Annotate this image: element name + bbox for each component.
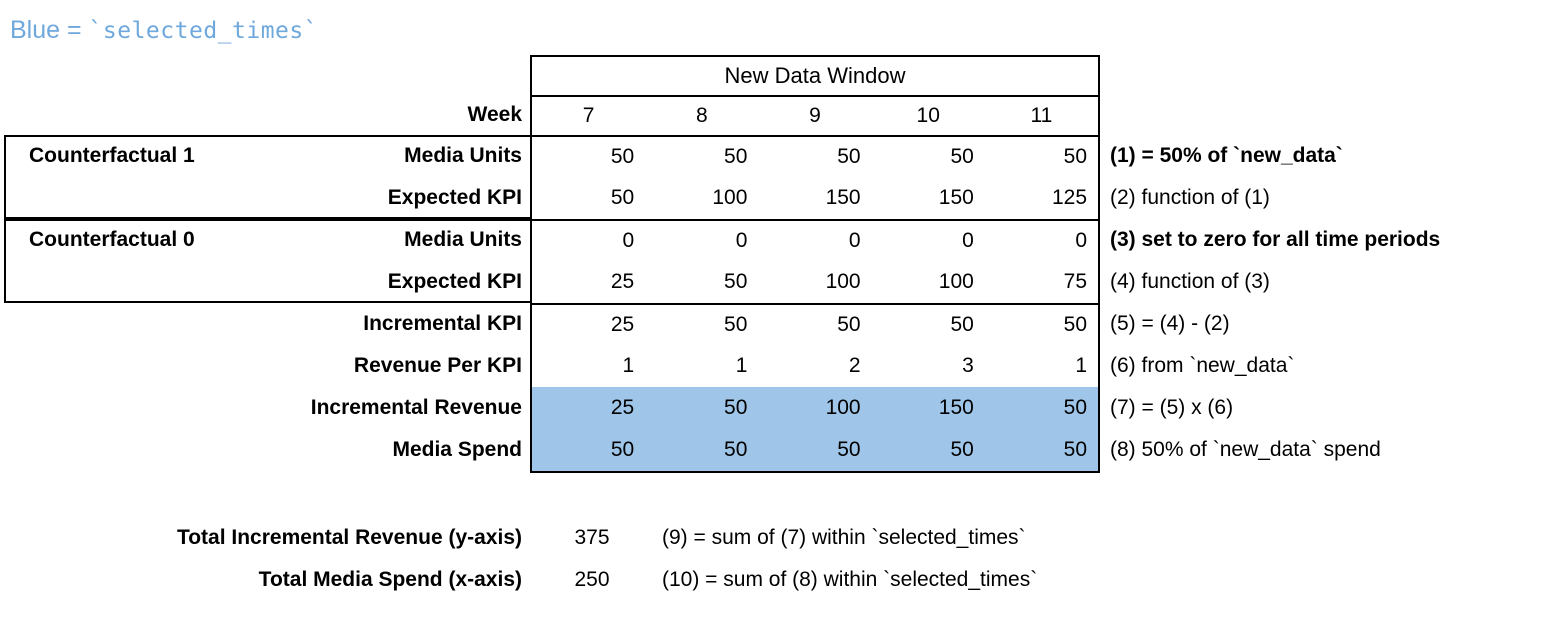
table-cell: 0 [1075, 229, 1088, 252]
table-cell: 100 [712, 186, 748, 209]
table-cell-highlighted: 50 [837, 438, 861, 461]
table-cell: 50 [1063, 313, 1088, 336]
total-incremental-revenue-label: Total Incremental Revenue (y-axis) [176, 526, 522, 549]
table-cell: 2 [848, 354, 861, 377]
week-column-header: 10 [916, 104, 940, 127]
row-label-cf0-media-units: Media Units [404, 228, 522, 251]
table-row-revenue-per-kpi: 1 1 2 3 1 [532, 345, 1098, 387]
row-label-week: Week [467, 103, 522, 126]
table-cell: 0 [735, 229, 748, 252]
table-cell: 50 [724, 145, 748, 168]
table-row-incremental-kpi: 25 50 50 50 50 [532, 303, 1098, 345]
table-cell-highlighted: 50 [724, 396, 748, 419]
highlight-legend-code: `selected_times` [88, 18, 319, 44]
table-cell: 100 [938, 270, 974, 293]
annotation-2: (2) function of (1) [1110, 186, 1270, 209]
group-label-counterfactual-1: Counterfactual 1 [29, 144, 195, 167]
annotation-6: (6) from `new_data` [1110, 354, 1295, 377]
table-cell: 50 [950, 313, 974, 336]
table-cell: 50 [837, 145, 861, 168]
table-row-cf0-expected-kpi: 25 50 100 100 75 [532, 261, 1098, 303]
table-cell-highlighted: 50 [724, 438, 748, 461]
table-cell-highlighted: 50 [950, 438, 974, 461]
annotation-4: (4) function of (3) [1110, 270, 1270, 293]
total-incremental-revenue-value: 375 [574, 526, 610, 549]
table-cell-highlighted: 50 [1063, 438, 1088, 461]
table-cell: 50 [837, 313, 861, 336]
data-table: New Data Window 7 8 9 10 11 50 50 50 50 … [530, 55, 1100, 473]
total-media-spend-row: Total Media Spend (x-axis) 250 (10) = su… [0, 559, 1400, 601]
annotation-10: (10) = sum of (8) within `selected_times… [662, 568, 1038, 591]
table-cell: 25 [610, 313, 635, 336]
table-cell-highlighted: 100 [825, 396, 861, 419]
row-label-revenue-per-kpi: Revenue Per KPI [353, 354, 522, 377]
highlight-legend-label: Blue = [10, 16, 82, 44]
row-label-incremental-revenue: Incremental Revenue [310, 396, 522, 419]
table-cell: 50 [610, 186, 635, 209]
week-column-header: 11 [1030, 104, 1053, 127]
row-label-cf1-expected-kpi: Expected KPI [387, 186, 522, 209]
total-media-spend-label: Total Media Spend (x-axis) [258, 568, 522, 591]
table-row-incremental-revenue-highlighted: 25 50 100 150 50 [532, 387, 1098, 429]
week-column-header: 9 [809, 104, 821, 127]
table-row-media-spend-highlighted: 50 50 50 50 50 [532, 429, 1098, 471]
table-row-cf1-media-units: 50 50 50 50 50 [532, 135, 1098, 177]
table-window-header: New Data Window [532, 57, 1098, 95]
group-label-counterfactual-0: Counterfactual 0 [29, 228, 195, 251]
table-cell: 25 [610, 270, 635, 293]
annotation-8: (8) 50% of `new_data` spend [1110, 438, 1381, 461]
table-cell: 50 [1063, 145, 1088, 168]
table-cell: 75 [1063, 270, 1088, 293]
week-column-header: 8 [695, 104, 708, 127]
table-cell: 0 [848, 229, 861, 252]
annotation-3: (3) set to zero for all time periods [1110, 228, 1441, 251]
week-column-header: 7 [582, 104, 595, 127]
row-label-cf0-expected-kpi: Expected KPI [387, 270, 522, 293]
table-cell: 1 [622, 354, 635, 377]
table-cell: 100 [825, 270, 861, 293]
table-row-cf1-expected-kpi: 50 100 150 150 125 [532, 177, 1098, 219]
table-cell: 3 [962, 354, 974, 377]
table-cell: 0 [622, 229, 635, 252]
annotation-9: (9) = sum of (7) within `selected_times` [662, 526, 1026, 549]
table-cell: 125 [1051, 186, 1088, 209]
table-row-cf0-media-units: 0 0 0 0 0 [532, 219, 1098, 261]
table-cell-highlighted: 25 [610, 396, 635, 419]
total-incremental-revenue-row: Total Incremental Revenue (y-axis) 375 (… [0, 517, 1400, 559]
annotation-7: (7) = (5) x (6) [1110, 396, 1234, 419]
table-cell-highlighted: 150 [938, 396, 974, 419]
table-cell: 1 [735, 354, 748, 377]
table-cell: 50 [724, 313, 748, 336]
row-label-incremental-kpi: Incremental KPI [363, 312, 522, 335]
table-cell: 50 [724, 270, 748, 293]
table-cell: 150 [938, 186, 974, 209]
week-header-row: 7 8 9 10 11 [532, 95, 1098, 135]
table-cell-highlighted: 50 [1063, 396, 1088, 419]
table-cell: 150 [825, 186, 861, 209]
row-label-cf1-media-units: Media Units [404, 144, 522, 167]
annotation-1: (1) = 50% of `new_data` [1110, 144, 1343, 167]
table-cell: 50 [610, 145, 635, 168]
row-label-media-spend: Media Spend [392, 438, 522, 461]
annotation-5: (5) = (4) - (2) [1110, 312, 1230, 335]
table-cell: 50 [950, 145, 974, 168]
highlight-legend: Blue = `selected_times` [10, 16, 318, 45]
table-cell: 0 [962, 229, 974, 252]
window-title: New Data Window [724, 63, 906, 88]
total-media-spend-value: 250 [574, 568, 610, 591]
table-cell: 1 [1075, 354, 1088, 377]
table-cell-highlighted: 50 [610, 438, 635, 461]
